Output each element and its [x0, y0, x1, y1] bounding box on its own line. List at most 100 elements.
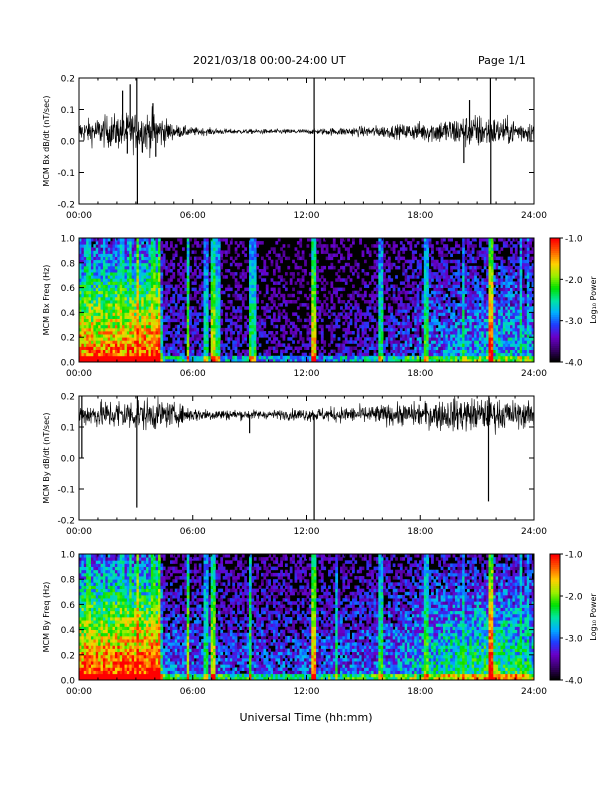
spectrogram-cell [136, 247, 140, 251]
spectrogram-cell [237, 253, 240, 257]
spectrogram-cell [311, 269, 315, 273]
x-tick-label: 06:00 [180, 211, 206, 221]
spectrogram-cell [349, 293, 353, 298]
spectrogram-cell [361, 293, 365, 298]
spectrogram-cell [263, 309, 267, 313]
spectrogram-cell [251, 321, 255, 326]
spectrogram-cell [79, 296, 82, 301]
spectrogram-cell [344, 349, 348, 354]
spectrogram-cell [193, 355, 197, 360]
spectrogram-cell [83, 284, 87, 288]
spectrogram-cell [457, 303, 461, 307]
spectrogram-cell [466, 296, 470, 301]
spectrogram-cell [81, 284, 85, 288]
spectrogram-cell [93, 272, 97, 276]
spectrogram-cell [225, 241, 228, 245]
spectrogram-cell [474, 309, 477, 313]
spectrogram-cell [488, 262, 492, 267]
spectrogram-cell [246, 324, 250, 329]
spectrogram-cell [493, 303, 497, 307]
spectrogram-cell [191, 315, 195, 319]
spectrogram-cell [165, 296, 168, 301]
spectrogram-cell [220, 290, 224, 295]
spectrogram-cell [150, 259, 154, 264]
spectrogram-cell [349, 269, 353, 273]
spectrogram-cell [287, 355, 291, 360]
spectrogram-cell [464, 250, 468, 254]
spectrogram-cell [102, 355, 106, 360]
spectrogram-cell [431, 250, 434, 254]
spectrogram-cell [435, 309, 439, 313]
spectrogram-cell [306, 312, 310, 316]
spectrogram-cell [134, 349, 137, 354]
spectrogram-cell [495, 340, 499, 344]
spectrogram-cell [179, 327, 183, 332]
spectrogram-cell [189, 269, 192, 273]
spectrogram-cell [299, 244, 303, 248]
spectrogram-cell [284, 287, 288, 292]
spectrogram-cell [93, 309, 97, 313]
spectrogram-cell [158, 300, 161, 304]
spectrogram-cell [81, 281, 85, 285]
spectrogram-cell [342, 358, 346, 363]
spectrogram-cell [490, 244, 494, 248]
spectrogram-cell [272, 346, 276, 350]
spectrogram-cell [102, 296, 106, 301]
spectrogram-cell [464, 340, 468, 344]
spectrogram-cell [136, 256, 140, 261]
spectrogram-cell [361, 312, 365, 316]
spectrogram-cell [158, 358, 161, 363]
spectrogram-cell [464, 331, 468, 335]
spectrogram-cell [136, 358, 140, 363]
spectrogram-cell [249, 324, 252, 329]
spectrogram-cell [253, 275, 257, 279]
spectrogram-cell [474, 337, 477, 341]
spectrogram-cell [423, 331, 427, 335]
spectrogram-cell [134, 315, 137, 319]
spectrogram-cell [447, 275, 451, 279]
spectrogram-cell [249, 303, 252, 307]
spectrogram-cell [366, 312, 370, 316]
spectrogram-cell [100, 293, 104, 298]
spectrogram-cell [179, 309, 183, 313]
spectrogram-cell [153, 303, 157, 307]
spectrogram-cell [392, 244, 396, 248]
spectrogram-cell [423, 355, 427, 360]
spectrogram-cell [397, 352, 401, 357]
spectrogram-cell [90, 278, 94, 282]
spectrogram-cell [181, 262, 185, 267]
spectrogram-cell [179, 352, 183, 357]
spectrogram-cell [337, 324, 341, 329]
spectrogram-cell [213, 346, 216, 350]
spectrogram-cell [373, 349, 377, 354]
spectrogram-cell [105, 272, 109, 276]
spectrogram-cell [450, 318, 453, 323]
spectrogram-cell [454, 331, 458, 335]
spectrogram-cell [122, 358, 125, 363]
spectrogram-cell [272, 287, 276, 292]
spectrogram-cell [452, 312, 456, 316]
spectrogram-cell [423, 343, 427, 347]
spectrogram-cell [234, 256, 238, 261]
spectrogram-cell [363, 315, 367, 319]
spectrogram-cell [270, 358, 274, 363]
spectrogram-cell [131, 253, 135, 257]
spectrogram-cell [292, 355, 295, 360]
spectrogram-cell [466, 309, 470, 313]
spectrogram-cell [88, 309, 92, 313]
spectrogram-cell [148, 269, 152, 273]
spectrogram-cell [205, 334, 209, 338]
spectrogram-cell [263, 265, 267, 270]
spectrogram-cell [450, 349, 453, 354]
spectrogram-cell [239, 262, 243, 267]
spectrogram-cell [495, 281, 499, 285]
spectrogram-cell [383, 272, 386, 276]
spectrogram-cell [234, 272, 238, 276]
spectrogram-cell [416, 334, 420, 338]
spectrogram-cell [112, 250, 116, 254]
spectrogram-cell [387, 259, 391, 264]
spectrogram-cell [81, 290, 85, 295]
spectrogram-cell [191, 272, 195, 276]
spectrogram-cell [483, 281, 487, 285]
